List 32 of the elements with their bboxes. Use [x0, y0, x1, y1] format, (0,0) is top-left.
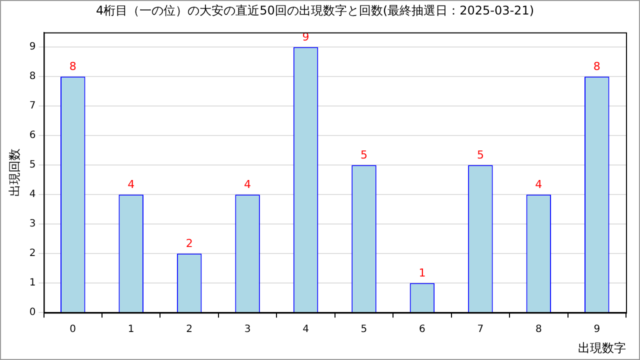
y-tick-label: 0 [29, 307, 36, 318]
x-tick-label: 9 [594, 324, 600, 336]
x-tick-label: 5 [360, 324, 368, 336]
data-label: 4 [128, 178, 135, 191]
data-label: 5 [476, 148, 484, 162]
data-label: 5 [360, 148, 368, 162]
y-tick-label: 9 [29, 42, 36, 53]
x-tick-label: 1 [128, 324, 134, 336]
y-tick-label: 5 [29, 160, 36, 171]
data-label: 1 [418, 266, 426, 280]
x-tick-label: 2 [186, 324, 193, 336]
data-label: 8 [69, 60, 76, 73]
data-label: 4 [244, 178, 252, 191]
y-tick-label: 2 [29, 248, 36, 260]
y-tick-label: 1 [29, 278, 36, 289]
y-tick-label: 6 [29, 130, 36, 142]
x-tick-label: 8 [535, 324, 542, 336]
chart-title: 4桁目（一の位）の大安の直近50回の出現数字と回数(最終抽選日：2025-03-21) [96, 3, 534, 18]
x-tick-label: 3 [244, 324, 251, 336]
x-tick-label: 7 [477, 324, 484, 336]
x-tick-label: 4 [302, 324, 309, 336]
x-tick-label: 6 [419, 324, 426, 336]
y-tick-label: 8 [29, 71, 36, 82]
y-tick-label: 3 [29, 218, 36, 230]
data-label: 8 [593, 60, 600, 73]
data-label: 4 [535, 178, 542, 191]
x-axis-title: 出現数字 [578, 340, 626, 355]
y-tick-label: 4 [29, 189, 36, 200]
y-axis-title: 出現回数 [7, 148, 22, 196]
x-tick-label: 0 [70, 324, 76, 336]
y-tick-label: 7 [29, 100, 36, 112]
data-label: 2 [186, 236, 193, 250]
